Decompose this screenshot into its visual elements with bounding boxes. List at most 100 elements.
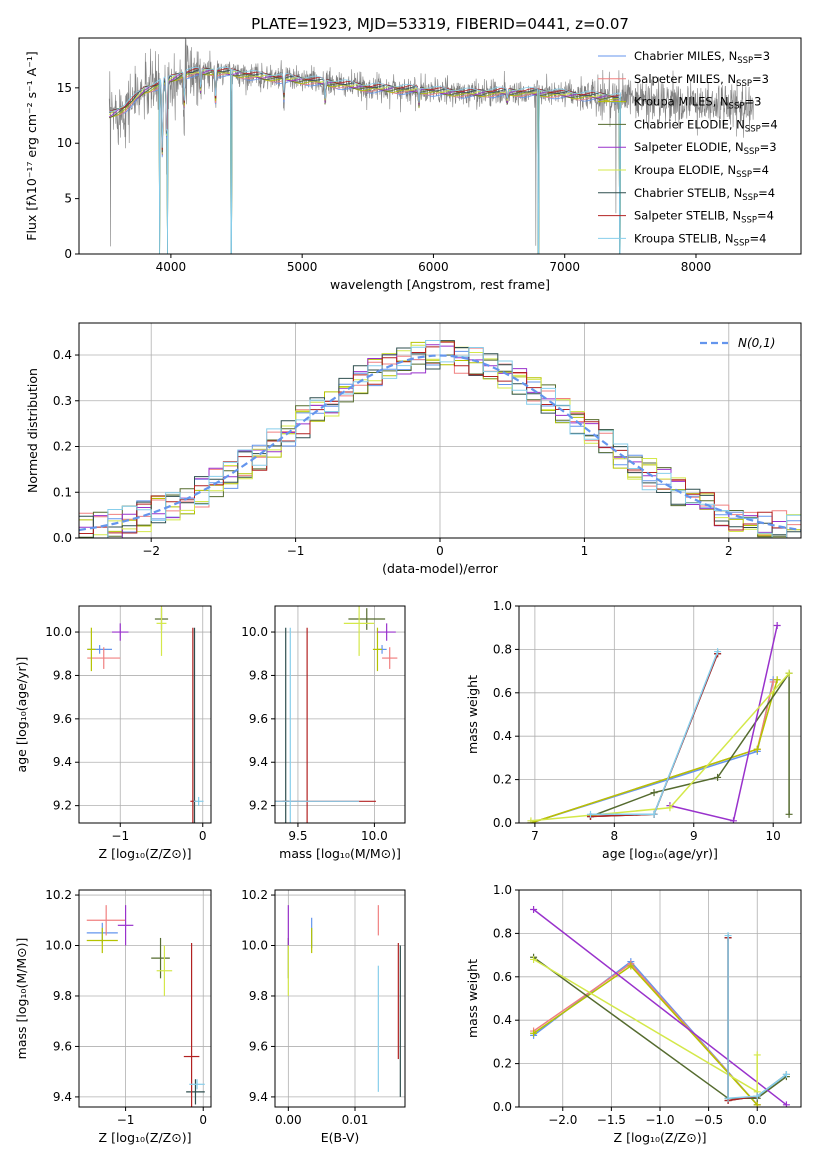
x-tick-label: 1	[581, 544, 589, 558]
plot-area	[108, 38, 754, 254]
mass-weight-marker	[627, 962, 635, 970]
axes-frame	[518, 889, 802, 1108]
mass-weight-marker	[530, 1029, 538, 1037]
panel-massweight-vs-age: 7 8 9 10 0.0 0.2 0.4 0.6 0.8 1.0 age [log₁₀(age/yr…	[465, 599, 802, 861]
legend-entry: Kroupa STELIB, NSSP=4	[634, 231, 766, 248]
y-tick-label: 9.4	[249, 1090, 268, 1104]
x-tick-label: 2	[725, 544, 733, 558]
x-tick-label: 0.01	[342, 1113, 369, 1127]
errorbar-point	[348, 608, 386, 630]
mass-weight-line	[727, 935, 787, 1100]
x-tick-label: 10	[766, 829, 781, 843]
y-tick-label: 1.0	[493, 883, 512, 897]
legend-entry: Salpeter MILES, NSSP=3	[634, 72, 769, 89]
y-axis-label: Normed distribution	[25, 368, 40, 493]
mass-weight-marker	[586, 810, 594, 818]
mass-weight-marker	[773, 676, 781, 684]
mass-weight-line	[530, 679, 774, 823]
y-tick-label: 9.6	[249, 1039, 268, 1053]
x-axis-label: wavelength [Angstrom, rest frame]	[330, 277, 550, 292]
x-tick-label: 0.0	[748, 1113, 767, 1127]
y-tick-label: 0.2	[493, 1057, 512, 1071]
x-tick-label: −1	[117, 1113, 135, 1127]
plot-area	[275, 606, 398, 823]
y-tick-label: 9.6	[53, 712, 72, 726]
axes-frame	[78, 37, 802, 255]
legend-entry: Chabrier MILES, NSSP=3	[634, 49, 770, 66]
x-tick-label: 9	[690, 829, 698, 843]
mass-weight-marker	[650, 789, 658, 797]
y-tick-label: 0.4	[53, 348, 72, 362]
y-tick-label: 0.0	[53, 531, 72, 545]
errorbar-point	[186, 1079, 205, 1105]
errorbar-point	[117, 905, 134, 946]
x-tick-label: −2	[142, 544, 160, 558]
x-tick-label: −0.5	[694, 1113, 723, 1127]
errorbar-point	[156, 945, 173, 996]
mass-weight-line	[533, 908, 787, 1106]
y-tick-label: 9.8	[53, 989, 72, 1003]
x-tick-label: 0	[199, 829, 207, 843]
axes-frame	[78, 322, 802, 539]
errorbar-point	[86, 927, 118, 954]
plot-area	[87, 606, 204, 823]
x-tick-label: 6000	[418, 260, 449, 274]
errorbar-point	[86, 905, 126, 936]
x-tick-label: 5000	[287, 260, 318, 274]
mass-weight-marker	[714, 648, 722, 656]
y-tick-label: 10	[57, 136, 72, 150]
y-tick-label: 0.0	[493, 1100, 512, 1114]
histogram-step	[79, 340, 801, 538]
errorbar-point	[87, 627, 96, 672]
y-tick-label: 9.2	[53, 799, 72, 813]
y-tick-label: 0	[64, 247, 72, 261]
mass-weight-marker	[724, 1094, 732, 1102]
y-tick-label: 0.4	[493, 1013, 512, 1027]
y-axis-label: Flux [fλ10⁻¹⁷ erg cm⁻² s⁻¹ A⁻¹]	[24, 51, 39, 240]
y-tick-label: 0.6	[493, 686, 512, 700]
y-tick-label: 0.8	[493, 926, 512, 940]
y-tick-label: 9.8	[249, 668, 268, 682]
x-tick-label: 8000	[681, 260, 712, 274]
errorbar-point	[156, 606, 167, 656]
panel-age-vs-Z: −1 0 9.2 9.4 9.6 9.8 10.0 Z [log₁₀(Z/Z⊙)] age [l…	[14, 605, 212, 861]
plot-area	[287, 905, 401, 1097]
plot-area	[527, 622, 793, 823]
y-tick-label: 0.2	[53, 440, 72, 454]
x-tick-label: −1	[287, 544, 305, 558]
y-tick-label: 9.4	[249, 755, 268, 769]
panel-spectrum: 4000 5000 6000 7000 8000 0 5 10 15 wavelength [An…	[24, 37, 802, 292]
mass-weight-marker	[666, 804, 674, 812]
legend-entry: N(0,1)	[738, 336, 775, 350]
y-tick-label: 9.8	[53, 668, 72, 682]
mass-weight-marker	[769, 678, 777, 686]
x-axis-label: Z [log₁₀(Z/Z⊙)]	[614, 1130, 707, 1145]
y-axis-label: age [log₁₀(age/yr)]	[14, 657, 29, 773]
figure-title: PLATE=1923, MJD=53319, FIBERID=0441, z=0…	[251, 15, 629, 33]
x-axis-label: mass [log₁₀(M/M⊙)]	[279, 846, 401, 861]
panel-mass-vs-EBV: 0.00 0.01 9.4 9.6 9.8 10.0 10.2 E(B-V)	[241, 888, 406, 1145]
spectrum-model-line	[108, 73, 622, 254]
mass-weight-line	[530, 679, 778, 823]
x-tick-label: 0	[199, 1113, 207, 1127]
mass-weight-marker	[714, 773, 722, 781]
y-tick-label: 0.1	[53, 485, 72, 499]
x-tick-label: 9.5	[288, 829, 307, 843]
axes-frame	[274, 605, 406, 824]
x-tick-label: 0	[436, 544, 444, 558]
errorbar-point	[275, 627, 360, 823]
errorbar-point	[377, 623, 396, 641]
x-tick-label: 10.0	[361, 829, 388, 843]
panel-mass-vs-Z: −1 0 9.4 9.6 9.8 10.0 10.2 Z [log₁₀(Z/Z⊙)] mass …	[14, 888, 212, 1145]
mass-weight-marker	[785, 810, 793, 818]
x-tick-label: 7000	[549, 260, 580, 274]
x-tick-label: −2.0	[548, 1113, 577, 1127]
y-tick-label: 5	[64, 192, 72, 206]
plot-area	[79, 340, 801, 538]
y-tick-label: 10.0	[241, 625, 268, 639]
y-tick-label: 10.0	[241, 939, 268, 953]
axes-frame	[78, 889, 212, 1108]
legend-entry: Salpeter STELIB, NSSP=4	[634, 209, 774, 226]
mass-weight-marker	[753, 1092, 761, 1100]
